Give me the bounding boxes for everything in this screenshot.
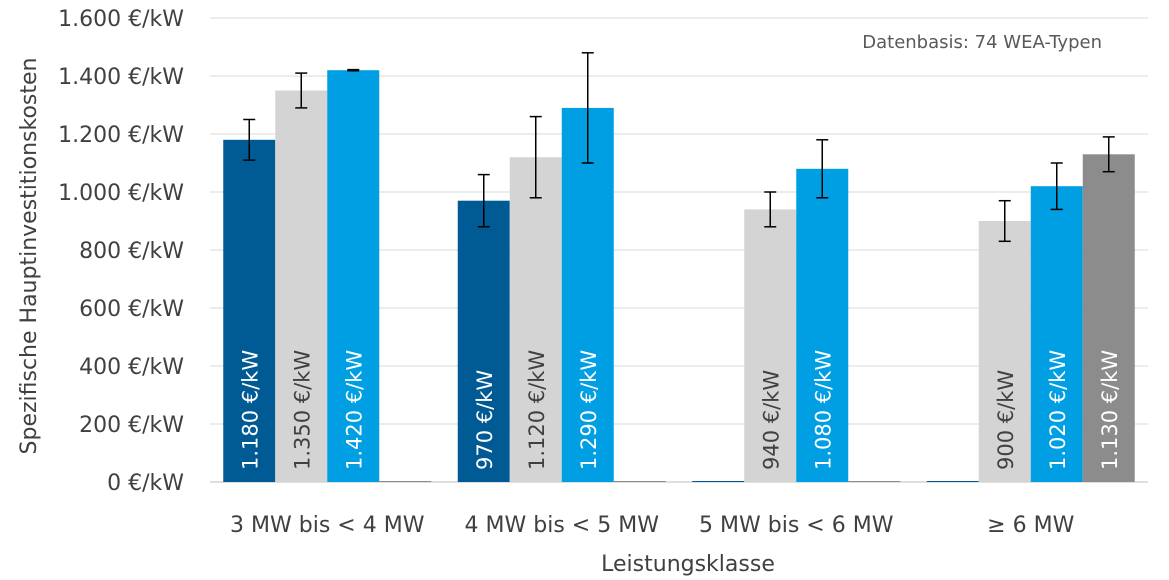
bar	[561, 107, 614, 483]
y-tick-label: 1.600 €/kW	[58, 7, 184, 32]
bar-value-label: 1.080 €/kW	[811, 350, 835, 470]
y-tick-label: 1.200 €/kW	[58, 123, 184, 148]
bar-value-label: 1.290 €/kW	[577, 350, 601, 470]
y-tick-label: 800 €/kW	[79, 239, 184, 264]
bar	[978, 221, 1031, 482]
y-tick-label: 400 €/kW	[79, 355, 184, 380]
bar-value-label: 970 €/kW	[473, 370, 497, 470]
bar	[692, 481, 745, 482]
bar	[1030, 186, 1083, 482]
y-tick-label: 1.400 €/kW	[58, 65, 184, 90]
x-category-label: 5 MW bis < 6 MW	[699, 513, 894, 538]
bar	[848, 481, 901, 482]
x-category-labels: 3 MW bis < 4 MW 4 MW bis < 5 MW 5 MW bis <…	[230, 513, 1075, 538]
bar-value-label: 1.350 €/kW	[290, 350, 314, 470]
bar-value-label: 1.130 €/kW	[1098, 350, 1122, 470]
bar	[223, 139, 276, 483]
y-axis-title: Spezifische Hauptinvestitionskosten	[17, 58, 42, 455]
x-category-label: 3 MW bis < 4 MW	[230, 513, 425, 538]
bar	[744, 209, 797, 482]
bar-value-label: 940 €/kW	[759, 370, 783, 470]
bar	[275, 90, 328, 482]
bar	[327, 70, 380, 482]
y-tick-label: 200 €/kW	[79, 413, 184, 438]
bar-labels: 1.180 €/kW 1.350 €/kW 1.420 €/kW 970 €/kW 1.…	[238, 350, 1122, 470]
bar	[379, 481, 432, 482]
bar-value-label: 1.120 €/kW	[525, 350, 549, 470]
bar	[796, 168, 849, 483]
bar	[457, 200, 510, 482]
bar	[509, 157, 562, 482]
data-basis-annotation: Datenbasis: 74 WEA-Typen	[862, 32, 1102, 53]
x-axis-title: Leistungsklasse	[601, 552, 775, 577]
error-bars	[243, 52, 1115, 243]
bar	[1082, 154, 1135, 483]
bar-value-label: 1.180 €/kW	[238, 350, 262, 470]
x-category-label: ≥ 6 MW	[987, 513, 1074, 538]
bar	[613, 481, 666, 482]
bar-value-label: 1.420 €/kW	[342, 350, 366, 470]
y-tick-label: 1.000 €/kW	[58, 181, 184, 206]
y-tick-labels: 0 €/kW 200 €/kW 400 €/kW 600 €/kW 800 €/kW 1.…	[58, 7, 184, 496]
bars	[223, 70, 1135, 483]
bar-value-label: 1.020 €/kW	[1046, 350, 1070, 470]
y-tick-label: 600 €/kW	[79, 297, 184, 322]
bar-value-label: 900 €/kW	[994, 370, 1018, 470]
y-tick-label: 0 €/kW	[107, 471, 184, 496]
bar	[926, 481, 979, 482]
x-category-label: 4 MW bis < 5 MW	[465, 513, 660, 538]
